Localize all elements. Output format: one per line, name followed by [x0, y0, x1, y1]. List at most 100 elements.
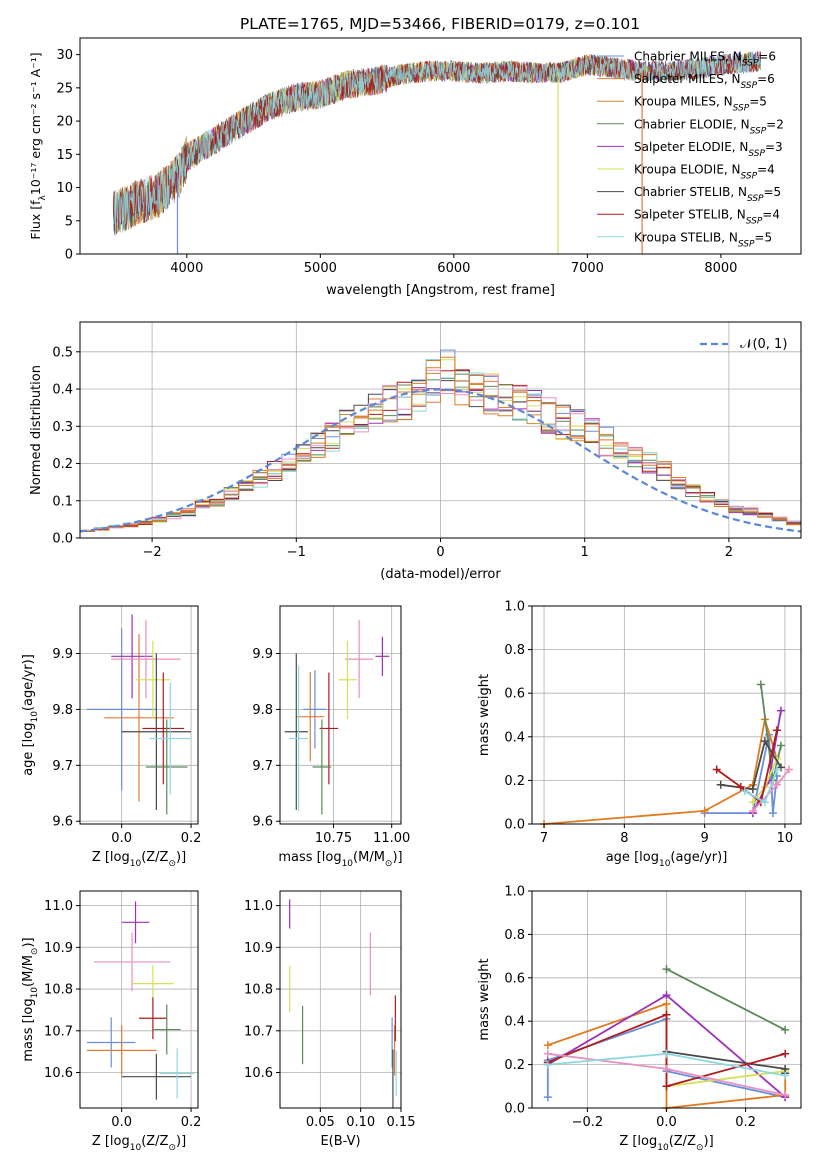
- y-tick-label: 0.2: [504, 1058, 525, 1073]
- label-part: =5: [764, 185, 782, 199]
- label-part: Z [log: [92, 850, 130, 865]
- weight-marker: [662, 965, 671, 974]
- axes-frame: [279, 890, 402, 1109]
- y-axis-label: mass weight: [477, 958, 492, 1040]
- y-tick-label: 0.2: [52, 457, 73, 472]
- label-part: ⊙: [168, 1143, 176, 1153]
- weight-marker: [662, 999, 671, 1008]
- x-tick-label: −0.2: [572, 1115, 604, 1130]
- x-axis-label: wavelength [Angstrom, rest frame]: [326, 283, 555, 298]
- label-part: 10: [30, 987, 40, 999]
- x-tick-label: 4000: [170, 261, 203, 276]
- weight-marker: [772, 726, 781, 735]
- y-axis-label: mass [log10(M/M⊙)]: [21, 937, 40, 1061]
- label-part: =4: [762, 208, 780, 222]
- y-tick-label: 15: [56, 148, 73, 163]
- y-axis-label: mass weight: [477, 674, 492, 756]
- y-tick-label: 10.7: [244, 1024, 273, 1039]
- label-part: (Z/Z: [669, 1134, 696, 1149]
- y-tick-label: 0: [65, 248, 73, 263]
- y-tick-label: 0.4: [52, 383, 73, 398]
- weight-marker: [662, 1010, 671, 1019]
- x-tick-label: 5000: [304, 261, 337, 276]
- x-axis-label: Z [log10(Z/Z⊙)]: [619, 1134, 713, 1153]
- label-part: =6: [758, 50, 776, 64]
- label-part: Salpeter MILES, N: [634, 72, 741, 86]
- y-tick-label: 0.0: [504, 818, 525, 833]
- y-tick-label: 9.9: [252, 647, 273, 662]
- legend-label: Chabrier MILES, NSSP=6: [634, 50, 776, 69]
- label-part: (age/yr)]: [670, 850, 727, 865]
- label-part: =2: [766, 117, 784, 131]
- label-part: 10: [657, 1143, 669, 1153]
- x-tick-label: 11.00: [373, 831, 410, 846]
- y-tick-label: 5: [65, 214, 73, 229]
- axes-frame: [79, 37, 802, 255]
- y-tick-label: 0.8: [504, 643, 525, 658]
- y-tick-label: 0.5: [52, 345, 73, 360]
- weight-marker: [756, 680, 765, 689]
- x-tick-label: 1: [581, 545, 589, 560]
- label-part: ⊙: [385, 859, 393, 869]
- label-part: SSP: [738, 239, 755, 249]
- y-tick-label: 10.9: [44, 941, 73, 956]
- y-tick-label: 10.7: [44, 1024, 73, 1039]
- axes-frame: [79, 890, 199, 1109]
- label-part: (M/M: [21, 955, 36, 987]
- x-axis-label: E(B-V): [320, 1134, 360, 1149]
- axes-frame: [279, 605, 402, 825]
- weight-marker: [712, 765, 721, 774]
- y-tick-label: 0.4: [504, 1015, 525, 1030]
- y-tick-label: 0.8: [504, 928, 525, 943]
- label-part: SSP: [733, 104, 750, 114]
- x-tick-label: 10: [777, 831, 794, 846]
- mass-vs-ebv-panel: 0.05 0.10 0.15 10.6 10.7 10.8 10.9 11.0 E(B-V): [244, 890, 415, 1149]
- label-part: (Z/Z: [141, 1134, 168, 1149]
- x-tick-label: 0.10: [346, 1115, 375, 1130]
- y-tick-label: 10.8: [44, 983, 73, 998]
- label-part: Kroupa ELODIE, N: [634, 163, 741, 177]
- weight-line: [666, 968, 786, 1031]
- weight-marker: [760, 737, 769, 746]
- legend-label: Chabrier ELODIE, NSSP=2: [634, 117, 784, 136]
- x-tick-label: 2: [725, 545, 733, 560]
- label-part: (age/yr)]: [21, 654, 36, 711]
- x-tick-label: 0.2: [735, 1115, 756, 1130]
- y-tick-label: 10.9: [244, 941, 273, 956]
- label-part: Z [log: [619, 1134, 657, 1149]
- y-tick-label: 10: [56, 181, 73, 196]
- x-tick-label: −1: [287, 545, 306, 560]
- y-tick-label: 0.6: [504, 687, 525, 702]
- x-tick-label: 9: [701, 831, 709, 846]
- y-tick-label: 30: [56, 48, 73, 63]
- label-part: 10: [659, 859, 671, 869]
- label-part: Z [log: [92, 1134, 130, 1149]
- y-tick-label: 0.4: [504, 730, 525, 745]
- weight-marker: [662, 1049, 671, 1058]
- weight-marker: [781, 1090, 790, 1099]
- weight-marker: [784, 765, 793, 774]
- y-tick-label: 0.3: [52, 420, 73, 435]
- y-tick-label: 0.0: [504, 1102, 525, 1117]
- y-tick-label: 0.1: [52, 494, 73, 509]
- x-tick-label: 0: [436, 545, 444, 560]
- label-part: SSP: [741, 81, 758, 91]
- y-axis-label: age [log10(age/yr)]: [21, 654, 40, 776]
- weight-marker: [781, 1025, 790, 1034]
- label-part: 10: [342, 859, 354, 869]
- label-part: SSP: [746, 217, 763, 227]
- spectrum-line-kroupa-stelib: [113, 51, 762, 236]
- x-tick-label: 8000: [704, 261, 737, 276]
- label-part: )]: [21, 937, 36, 947]
- label-part: mass [log: [21, 998, 36, 1061]
- label-part: age [log: [21, 723, 36, 776]
- legend-label: Salpeter MILES, NSSP=6: [634, 72, 775, 91]
- weight-line: [666, 1070, 786, 1088]
- label-part: age [log: [606, 850, 659, 865]
- label-part: Chabrier STELIB, N: [634, 185, 747, 199]
- label-part: =6: [757, 72, 775, 86]
- label-part: )]: [176, 850, 186, 865]
- label-part: mass [log: [278, 850, 341, 865]
- x-tick-label: 7: [540, 831, 548, 846]
